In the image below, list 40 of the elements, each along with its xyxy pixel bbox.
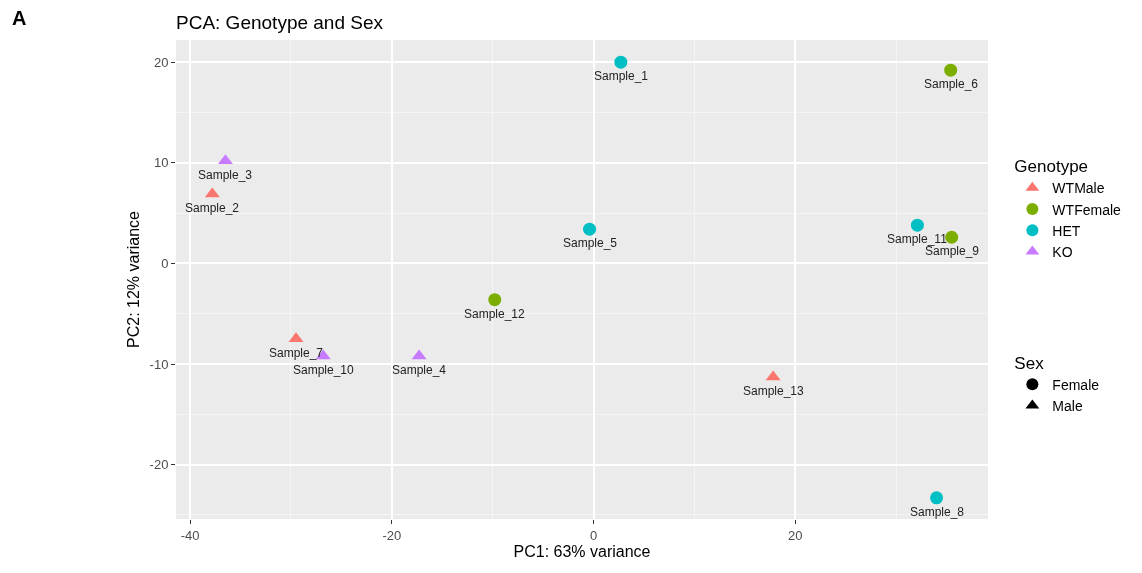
text: A <box>12 7 27 29</box>
x-tick-label: 20 <box>788 527 803 543</box>
y-tick-label: -20 <box>149 457 169 473</box>
text: Genotype <box>1014 157 1089 177</box>
annotation: Sample_13 <box>743 384 805 398</box>
legend-label: WTFemale <box>1052 201 1122 218</box>
point <box>944 63 958 77</box>
annotation: Sample_2 <box>185 201 240 215</box>
point <box>614 55 628 69</box>
chart-title: PCA: Genotype and Sex <box>176 11 384 33</box>
legend-label: KO <box>1052 243 1073 260</box>
annotation: Sample_4 <box>392 363 447 377</box>
y-tick-label: 10 <box>153 155 169 171</box>
point <box>930 491 944 505</box>
y-tick-label: 20 <box>153 54 169 70</box>
annotation: Sample_1 <box>594 69 649 83</box>
x-tick-label: 0 <box>589 527 598 543</box>
annotation: Sample_11 <box>887 232 948 246</box>
y-tick-label: -10 <box>149 356 169 372</box>
x-axis-title: PC1: 63% variance <box>513 543 651 561</box>
text: Sex <box>1014 353 1044 373</box>
legend-label: Female <box>1052 376 1100 393</box>
annotation: Sample_3 <box>198 168 253 182</box>
annotation: Sample_9 <box>925 244 980 258</box>
x-tick-label: -40 <box>180 527 200 543</box>
annotation: Sample_10 <box>293 363 355 377</box>
point <box>910 218 924 232</box>
annotation: Sample_12 <box>464 307 526 321</box>
x-tick-label: -20 <box>382 527 402 543</box>
annotation: Sample_8 <box>910 505 965 519</box>
legend-label: HET <box>1052 222 1081 239</box>
annotation: Sample_5 <box>563 236 618 250</box>
y-axis-title: PC2: 12% variance <box>124 210 142 348</box>
point <box>583 222 597 236</box>
annotation: Sample_7 <box>269 346 324 360</box>
point <box>488 293 502 307</box>
annotation: Sample_6 <box>924 77 979 91</box>
legend-label: WTMale <box>1052 180 1105 197</box>
legend-label: Male <box>1052 397 1083 414</box>
y-tick-label: 0 <box>161 255 169 271</box>
